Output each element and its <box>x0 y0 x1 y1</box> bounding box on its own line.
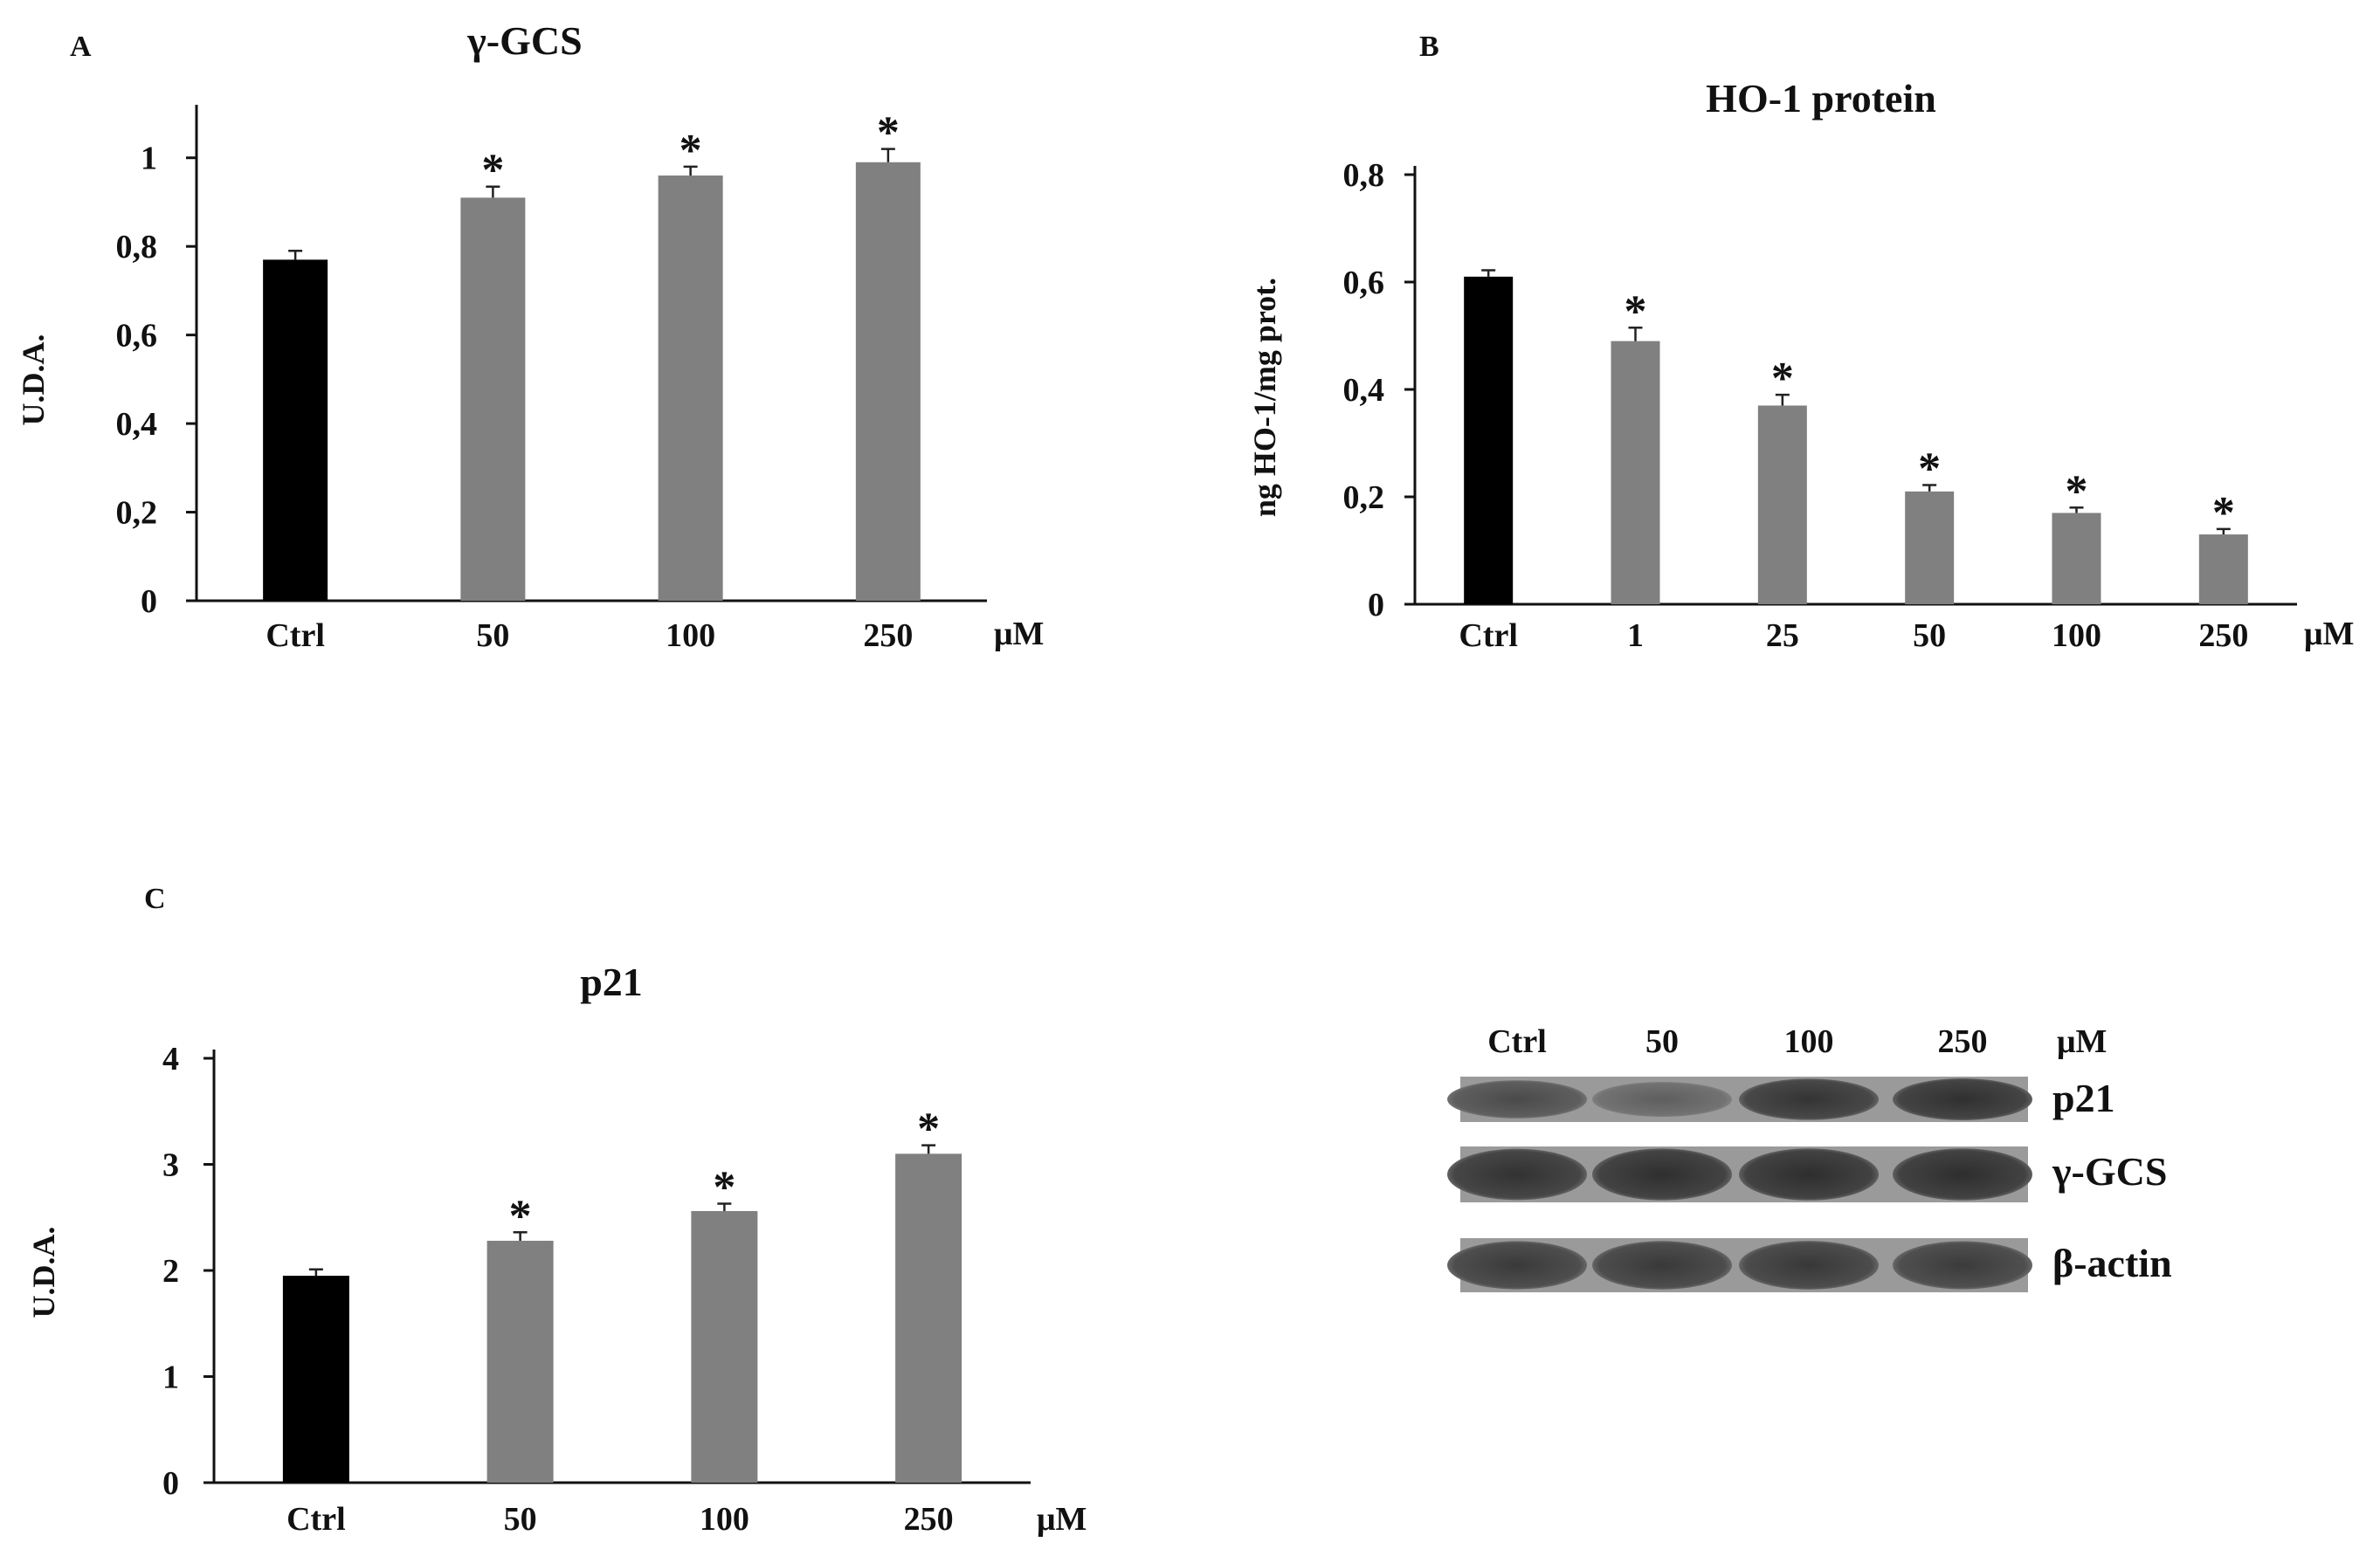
bar-b-1 <box>1611 341 1660 604</box>
bar-b-4 <box>2052 513 2101 604</box>
y-tick-label: 0,6 <box>116 318 158 355</box>
blot-band <box>1893 1241 2032 1290</box>
bar-b-5 <box>2198 534 2248 604</box>
panel-letter-a: A <box>70 31 92 63</box>
y-tick-label: 4 <box>162 1041 179 1077</box>
bar-c-0 <box>282 1276 349 1483</box>
unit-label-c: μM <box>1037 1501 1087 1538</box>
plot-area-b: 0 0,2 0,4 0,6 0,8 Ctrl * 1 * 25 * 50 * 100 * 250 <box>1343 157 2297 654</box>
y-axis-label-b: ng HO-1/mg prot. <box>1247 278 1282 517</box>
y-tick-label: 2 <box>162 1253 179 1290</box>
significance-marker: * <box>917 1105 940 1154</box>
unit-label-a: μM <box>994 616 1044 652</box>
significance-marker: * <box>509 1191 532 1241</box>
unit-label-b: μM <box>2304 616 2354 652</box>
y-tick-label: 0,2 <box>116 495 158 532</box>
y-tick-label: 0 <box>141 583 157 620</box>
blot-unit-label: μM <box>2057 1023 2107 1060</box>
blot-band-label: γ-GCS <box>2052 1149 2167 1194</box>
x-tick-label: 100 <box>666 617 715 654</box>
panel-letter-c: C <box>144 883 166 915</box>
plot-area-c: 0 1 2 3 4 Ctrl * 50 * 100 * 250 <box>162 1041 1031 1538</box>
blot-band <box>1592 1241 1732 1290</box>
blot-band <box>1739 1148 1879 1201</box>
blot-lane-label: Ctrl <box>1487 1023 1547 1060</box>
chart-title-c: p21 <box>580 960 643 1004</box>
blot-band <box>1447 1080 1587 1119</box>
bar-a-2 <box>658 176 723 601</box>
blot-band <box>1739 1241 1879 1290</box>
y-tick-label: 0 <box>1368 587 1384 623</box>
bar-a-1 <box>460 197 526 601</box>
chart-title-b: HO-1 protein <box>1706 76 1936 120</box>
x-tick-label: 50 <box>476 617 509 654</box>
bar-b-3 <box>1905 491 1955 604</box>
blot-band <box>1592 1081 1732 1118</box>
significance-marker: * <box>1625 286 1647 336</box>
chart-title-a: γ-GCS <box>466 18 582 63</box>
significance-marker: * <box>1771 354 1794 403</box>
chart-panel-c: C p21 U.D.A. 0 1 2 3 4 Ctrl * 50 * 100 * 250 μM <box>26 883 1087 1538</box>
blot-bands: p21 γ-GCS β-actin <box>1447 1076 2172 1292</box>
significance-marker: * <box>713 1162 735 1212</box>
y-tick-label: 0,4 <box>116 406 158 443</box>
y-axis-label-c: U.D.A. <box>26 1227 61 1318</box>
bar-b-0 <box>1464 276 1514 604</box>
panel-letter-b: B <box>1419 31 1439 63</box>
x-tick-label: Ctrl <box>266 617 325 654</box>
bar-c-3 <box>895 1153 962 1483</box>
blot-band <box>1739 1078 1879 1120</box>
blot-lane-label: 50 <box>1645 1023 1679 1060</box>
western-blot: Ctrl 50 100 250 μM p21 γ-GCS β-actin <box>1447 1023 2172 1292</box>
significance-marker: * <box>481 146 504 196</box>
significance-marker: * <box>2212 488 2235 538</box>
x-tick-label: Ctrl <box>1459 617 1518 654</box>
y-tick-label: 0,2 <box>1343 479 1385 516</box>
blot-band <box>1592 1148 1732 1201</box>
significance-marker: * <box>877 108 900 158</box>
x-tick-label: 100 <box>700 1501 749 1538</box>
y-tick-label: 0,4 <box>1343 372 1385 409</box>
chart-panel-a: A γ-GCS U.D.A. 0 0,2 0,4 0,6 0,8 1 Ctrl * 50 * 100… <box>16 18 1044 654</box>
x-tick-label: 100 <box>2052 617 2101 654</box>
plot-area-a: 0 0,2 0,4 0,6 0,8 1 Ctrl * 50 * 100 * 250 <box>116 105 987 654</box>
x-tick-label: 50 <box>1913 617 1946 654</box>
x-tick-label: 25 <box>1766 617 1799 654</box>
chart-panel-b: B HO-1 protein ng HO-1/mg prot. 00,20,40… <box>1247 31 2354 654</box>
blot-band-label: β-actin <box>2052 1241 2172 1285</box>
x-tick-label: 1 <box>1627 617 1644 654</box>
x-tick-label: 50 <box>504 1501 537 1538</box>
blot-band-label: p21 <box>2052 1076 2115 1120</box>
blot-band <box>1893 1078 2032 1120</box>
blot-band <box>1893 1148 2032 1201</box>
y-tick-label: 0,6 <box>1343 265 1385 301</box>
y-tick-label: 1 <box>162 1360 179 1396</box>
bar-a-0 <box>263 259 328 601</box>
blot-band <box>1447 1241 1587 1290</box>
significance-marker: * <box>1918 444 1941 493</box>
x-tick-label: 250 <box>2198 617 2248 654</box>
significance-marker: * <box>2066 466 2088 516</box>
y-tick-label: 0,8 <box>116 229 158 265</box>
y-axis-label-a: U.D.A. <box>16 334 51 426</box>
x-tick-label: Ctrl <box>286 1501 346 1538</box>
y-tick-label: 1 <box>141 141 157 177</box>
y-tick-label: 0,8 <box>1343 157 1385 194</box>
y-tick-label: 0 <box>162 1465 179 1502</box>
blot-lane-label: 100 <box>1784 1023 1834 1060</box>
bar-b-2 <box>1757 405 1807 604</box>
bar-c-2 <box>691 1210 758 1483</box>
significance-marker: * <box>680 126 702 176</box>
x-tick-label: 250 <box>904 1501 954 1538</box>
blot-lane-labels: Ctrl 50 100 250 <box>1487 1023 1987 1060</box>
y-tick-label: 3 <box>162 1147 179 1184</box>
x-tick-label: 250 <box>863 617 913 654</box>
bar-c-1 <box>486 1240 554 1483</box>
bar-a-3 <box>855 162 921 602</box>
blot-band <box>1447 1148 1587 1201</box>
blot-lane-label: 250 <box>1938 1023 1988 1060</box>
